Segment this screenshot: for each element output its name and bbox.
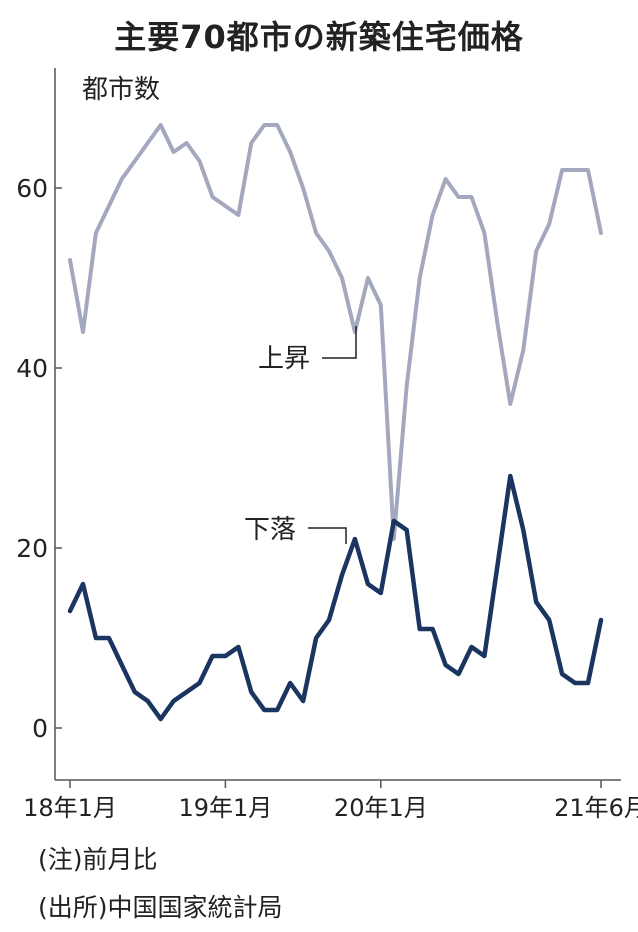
y-axis-label: 都市数	[82, 75, 160, 105]
chart-note: (注)前月比	[38, 845, 158, 874]
y-tick-label: 0	[32, 714, 48, 743]
chart-source: (出所)中国国家統計局	[38, 893, 283, 922]
y-tick-label: 20	[16, 534, 48, 563]
y-tick-label: 40	[16, 354, 48, 383]
series-label-down: 下落	[244, 515, 296, 545]
series-leader-up	[322, 326, 357, 359]
series-leader-down	[308, 527, 347, 544]
x-ticks: 18年1月 19年1月 20年1月 21年6月	[23, 780, 638, 822]
series-callouts: 上昇 下落	[244, 326, 357, 545]
x-tick-label: 20年1月	[334, 794, 428, 822]
x-tick-label: 18年1月	[23, 794, 117, 822]
chart-title: 主要70都市の新築住宅価格	[114, 18, 524, 56]
series-group	[67, 123, 604, 722]
x-tick-label: 21年6月	[554, 794, 638, 822]
series-line-up	[68, 123, 603, 541]
y-tick-label: 60	[16, 174, 48, 203]
series-line-down	[67, 473, 604, 722]
series-label-up: 上昇	[258, 344, 310, 374]
x-tick-label: 19年1月	[179, 794, 273, 822]
y-ticks: 0 20 40 60	[16, 174, 62, 743]
